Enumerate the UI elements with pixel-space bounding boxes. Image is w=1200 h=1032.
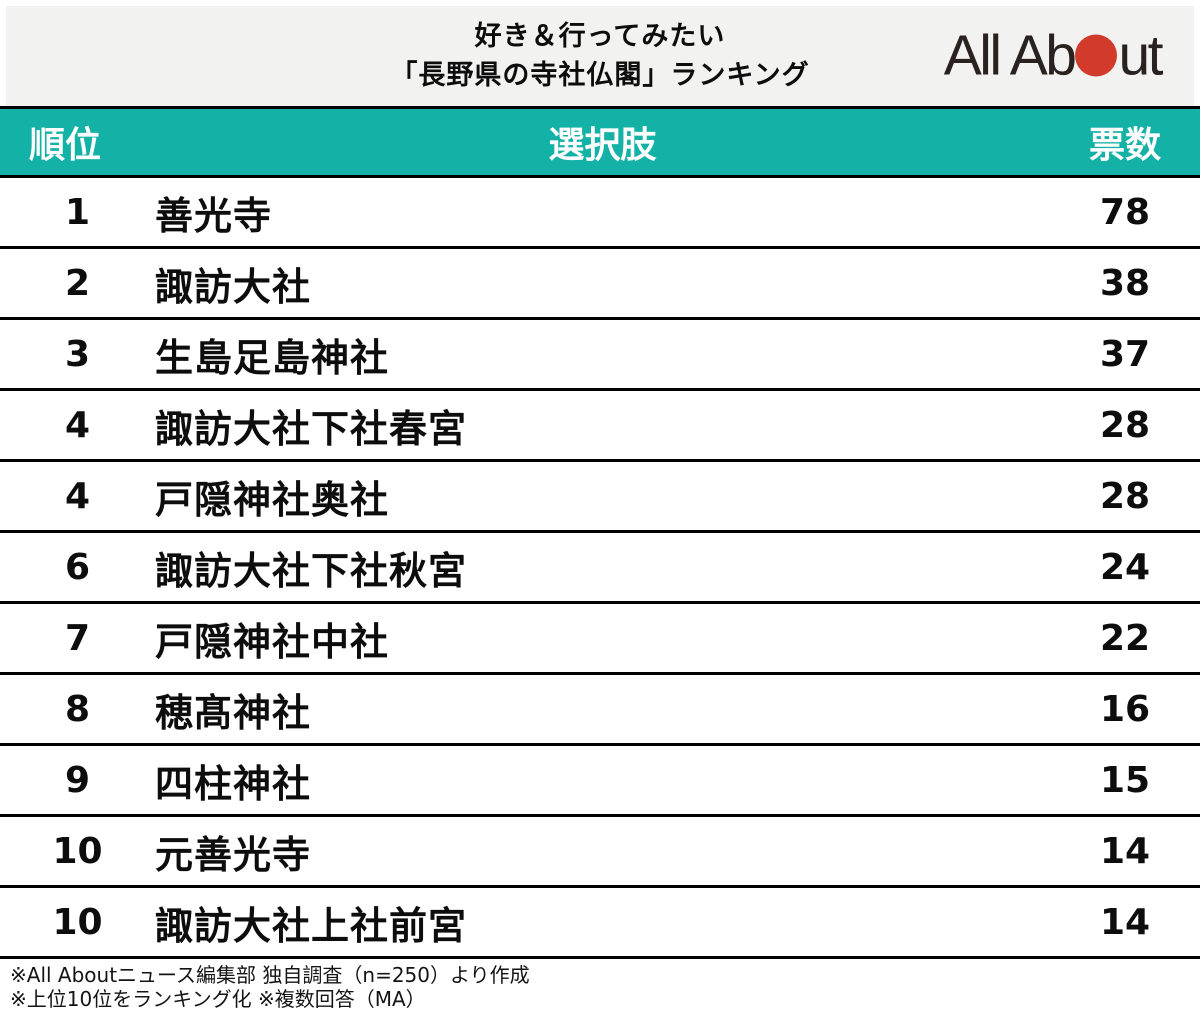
logo-text-left: All Ab bbox=[943, 23, 1077, 88]
table-row: 10 諏訪大社上社前宮 14 bbox=[0, 888, 1200, 959]
votes-cell: 14 bbox=[1099, 830, 1151, 872]
table-row: 10 元善光寺 14 bbox=[0, 817, 1200, 888]
all-about-logo: All Ab ut bbox=[944, 27, 1164, 85]
table-row: 3 生島足島神社 37 bbox=[0, 320, 1200, 391]
rank-cell: 1 bbox=[64, 191, 91, 233]
page-title-line1: 好き＆行ってみたい bbox=[474, 21, 726, 52]
choice-cell: 諏訪大社 bbox=[155, 264, 312, 309]
table-row: 8 穂髙神社 16 bbox=[0, 675, 1200, 746]
choice-cell: 善光寺 bbox=[155, 193, 273, 238]
column-header-choice: 選択肢 bbox=[548, 125, 657, 166]
footnote-line2: ※上位10位をランキング化 ※複数回答（MA） bbox=[10, 987, 426, 1011]
column-header-rank: 順位 bbox=[29, 125, 102, 166]
footnote-line1: ※All Aboutニュース編集部 独自調査（n=250）より作成 bbox=[10, 963, 530, 987]
choice-cell: 穂髙神社 bbox=[155, 690, 312, 735]
table-row: 4 諏訪大社下社春宮 28 bbox=[0, 391, 1200, 462]
choice-cell: 諏訪大社上社前宮 bbox=[155, 903, 468, 948]
rank-cell: 4 bbox=[64, 404, 91, 446]
votes-cell: 16 bbox=[1099, 688, 1151, 730]
votes-cell: 14 bbox=[1099, 901, 1151, 943]
votes-cell: 37 bbox=[1099, 333, 1151, 375]
table-row: 9 四柱神社 15 bbox=[0, 746, 1200, 817]
votes-cell: 38 bbox=[1099, 262, 1151, 304]
votes-cell: 28 bbox=[1099, 475, 1151, 517]
rank-cell: 2 bbox=[64, 262, 91, 304]
header-band: 好き＆行ってみたい 「長野県の寺社仏閣」ランキング All Ab ut bbox=[6, 6, 1194, 106]
rank-cell: 7 bbox=[64, 617, 91, 659]
choice-cell: 諏訪大社下社秋宮 bbox=[155, 548, 468, 593]
page-title-line2: 「長野県の寺社仏閣」ランキング bbox=[390, 60, 810, 91]
rank-cell: 10 bbox=[52, 901, 103, 943]
logo-text-right: ut bbox=[1118, 23, 1163, 88]
ranking-rows: 1 善光寺 78 2 諏訪大社 38 3 生島足島神社 37 4 諏訪大社下社春… bbox=[0, 178, 1200, 959]
table-row: 6 諏訪大社下社秋宮 24 bbox=[0, 533, 1200, 604]
choice-cell: 戸隠神社奥社 bbox=[155, 477, 390, 522]
footnotes: ※All Aboutニュース編集部 独自調査（n=250）より作成 ※上位10位… bbox=[10, 963, 1190, 1011]
votes-cell: 28 bbox=[1099, 404, 1151, 446]
choice-cell: 戸隠神社中社 bbox=[155, 619, 390, 664]
choice-cell: 生島足島神社 bbox=[155, 335, 390, 380]
table-row: 1 善光寺 78 bbox=[0, 178, 1200, 249]
page-title: 好き＆行ってみたい 「長野県の寺社仏閣」ランキング bbox=[6, 17, 1194, 95]
table-row: 7 戸隠神社中社 22 bbox=[0, 604, 1200, 675]
rank-cell: 4 bbox=[64, 475, 91, 517]
rank-cell: 8 bbox=[64, 688, 91, 730]
table-header-row: 順位 選択肢 票数 bbox=[0, 106, 1200, 178]
logo-red-dot-icon bbox=[1075, 34, 1118, 77]
rank-cell: 3 bbox=[64, 333, 91, 375]
column-header-votes: 票数 bbox=[1088, 125, 1161, 166]
votes-cell: 78 bbox=[1099, 191, 1151, 233]
votes-cell: 15 bbox=[1099, 759, 1151, 801]
choice-cell: 元善光寺 bbox=[155, 832, 312, 877]
rank-cell: 10 bbox=[52, 830, 103, 872]
rank-cell: 6 bbox=[64, 546, 91, 588]
choice-cell: 四柱神社 bbox=[155, 761, 312, 806]
rank-cell: 9 bbox=[64, 759, 91, 801]
votes-cell: 24 bbox=[1099, 546, 1151, 588]
votes-cell: 22 bbox=[1099, 617, 1151, 659]
table-row: 2 諏訪大社 38 bbox=[0, 249, 1200, 320]
table-row: 4 戸隠神社奥社 28 bbox=[0, 462, 1200, 533]
choice-cell: 諏訪大社下社春宮 bbox=[155, 406, 468, 451]
